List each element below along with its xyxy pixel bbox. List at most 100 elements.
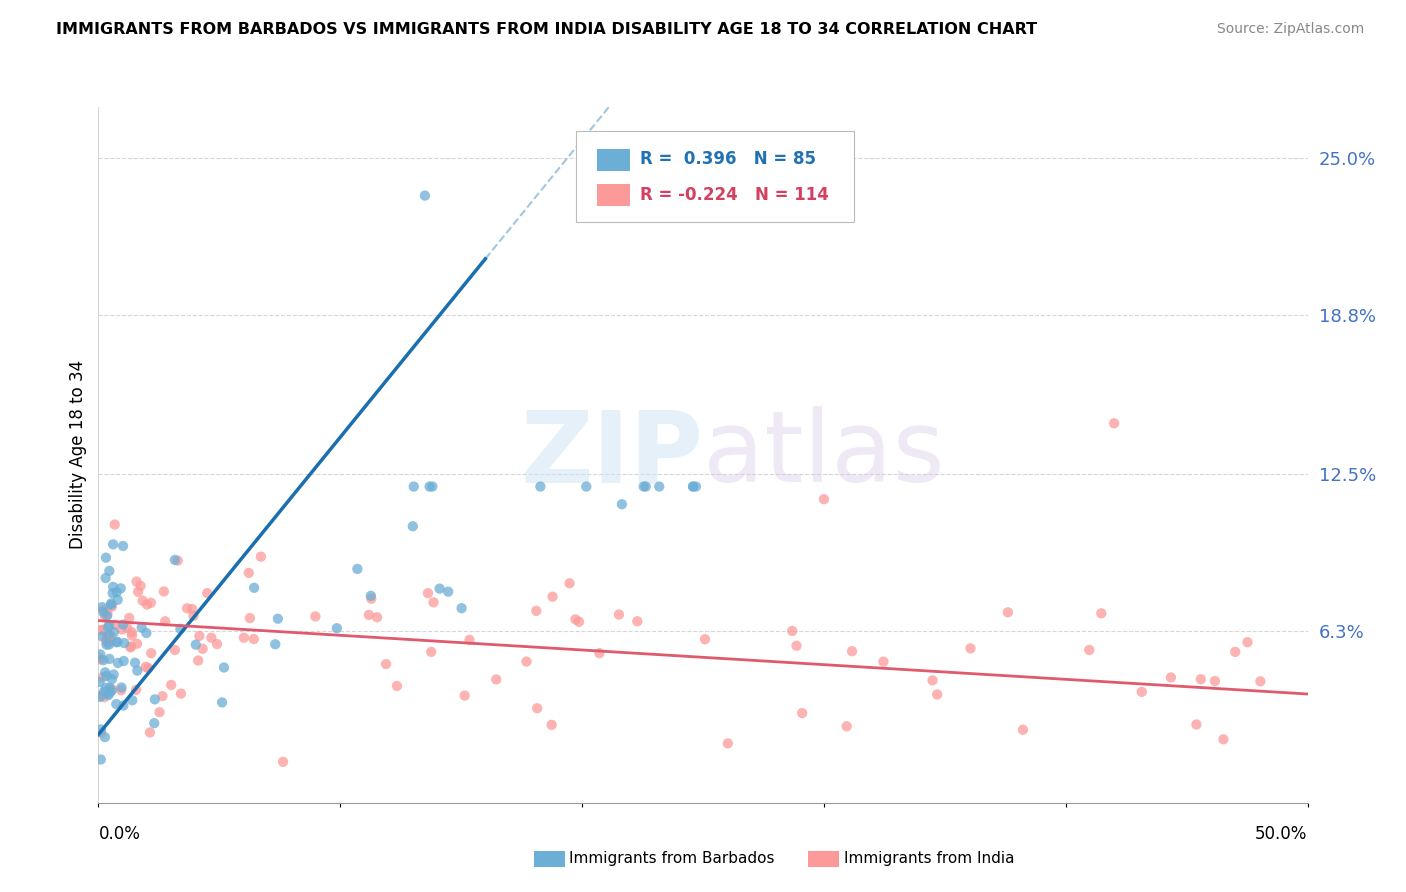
Point: [143, 716, 166, 731]
Point: [139, 596, 162, 610]
Point: [94, 609, 117, 624]
Point: [1078, 643, 1101, 657]
Bar: [596, 184, 630, 206]
Point: [94, 681, 117, 695]
Point: [101, 682, 124, 697]
Point: [125, 682, 148, 697]
Point: [100, 634, 122, 648]
Point: [959, 641, 981, 656]
Point: [1185, 717, 1208, 731]
Point: [103, 625, 125, 640]
Point: [682, 479, 704, 493]
Point: [120, 640, 142, 654]
Point: [89, 648, 111, 662]
Point: [101, 580, 124, 594]
Point: [143, 692, 166, 706]
Point: [160, 678, 183, 692]
Point: [1189, 672, 1212, 686]
Text: 50.0%: 50.0%: [1256, 825, 1308, 843]
Text: IMMIGRANTS FROM BARBADOS VS IMMIGRANTS FROM INDIA DISABILITY AGE 18 TO 34 CORREL: IMMIGRANTS FROM BARBADOS VS IMMIGRANTS F…: [56, 22, 1038, 37]
Point: [357, 607, 380, 622]
Point: [780, 624, 803, 638]
Point: [127, 664, 149, 678]
Point: [485, 673, 508, 687]
Point: [124, 656, 146, 670]
Point: [127, 584, 149, 599]
Point: [872, 655, 894, 669]
Point: [94, 730, 117, 744]
Point: [97, 620, 120, 634]
Point: [100, 683, 122, 698]
Point: [515, 655, 537, 669]
Point: [93, 684, 115, 698]
Point: [232, 631, 254, 645]
Point: [93, 653, 115, 667]
Point: [450, 601, 472, 615]
Point: [1204, 673, 1226, 688]
Point: [458, 632, 481, 647]
Point: [101, 599, 124, 614]
Point: [1160, 670, 1182, 684]
Point: [107, 592, 129, 607]
Point: [120, 640, 142, 655]
Point: [98, 618, 121, 632]
Point: [588, 646, 610, 660]
Point: [101, 586, 124, 600]
Point: [163, 643, 186, 657]
Point: [101, 672, 124, 686]
Point: [96, 635, 118, 649]
Point: [1236, 635, 1258, 649]
Point: [792, 706, 814, 720]
Point: [98, 564, 121, 578]
Point: [211, 695, 233, 709]
Point: [104, 517, 127, 532]
Point: [135, 626, 157, 640]
Point: [135, 598, 157, 612]
Point: [96, 630, 118, 644]
Point: [422, 479, 444, 493]
Point: [422, 595, 444, 609]
Point: [243, 581, 266, 595]
Point: [564, 612, 586, 626]
Point: [360, 589, 382, 603]
Point: [118, 611, 141, 625]
Point: [184, 638, 207, 652]
Point: [107, 656, 129, 670]
Point: [238, 566, 260, 580]
Point: [841, 644, 863, 658]
Point: [127, 637, 149, 651]
Point: [413, 188, 436, 202]
Point: [90, 689, 112, 703]
Point: [96, 638, 118, 652]
Point: [1225, 645, 1247, 659]
Point: [200, 631, 222, 645]
Point: [105, 635, 128, 649]
Point: [110, 582, 132, 596]
Point: [1102, 417, 1125, 431]
Point: [153, 584, 176, 599]
Point: [163, 553, 186, 567]
Point: [420, 645, 443, 659]
Point: [91, 670, 114, 684]
Text: R =  0.396   N = 85: R = 0.396 N = 85: [640, 150, 815, 169]
Point: [125, 574, 148, 589]
Point: [176, 601, 198, 615]
Point: [243, 632, 266, 646]
Point: [187, 653, 209, 667]
Point: [997, 605, 1019, 619]
Point: [87, 650, 110, 665]
Point: [540, 718, 562, 732]
Point: [89, 674, 111, 689]
Point: [419, 479, 441, 493]
Point: [131, 593, 153, 607]
Point: [96, 632, 118, 647]
Point: [98, 686, 121, 700]
Point: [89, 623, 111, 637]
Point: [112, 617, 135, 632]
Point: [90, 726, 112, 740]
Point: [360, 591, 382, 606]
Point: [94, 550, 117, 565]
Point: [264, 637, 287, 651]
Point: [91, 630, 114, 644]
Text: Source: ZipAtlas.com: Source: ZipAtlas.com: [1216, 22, 1364, 37]
